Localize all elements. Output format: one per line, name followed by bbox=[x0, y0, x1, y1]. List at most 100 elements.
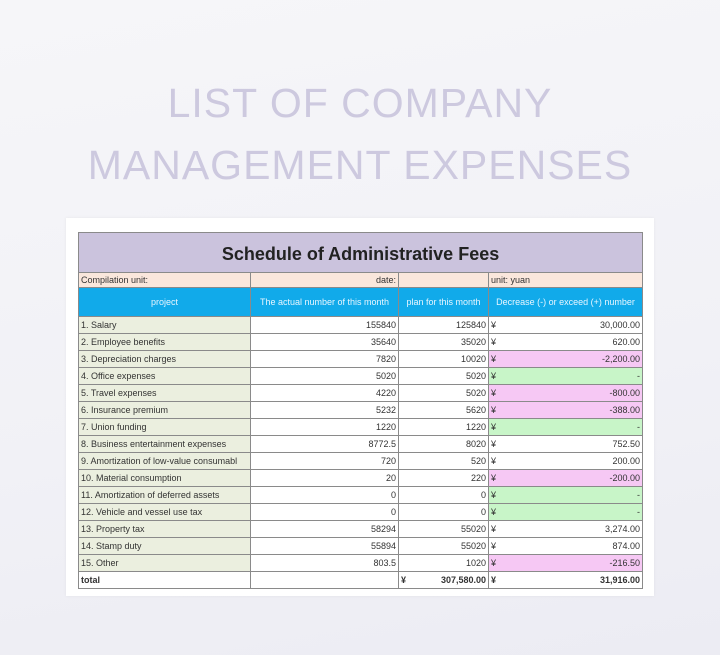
cell-project[interactable]: 9. Amortization of low-value consumabl bbox=[78, 452, 251, 470]
cell-plan[interactable]: 1020 bbox=[398, 554, 489, 572]
cell-plan[interactable]: 10020 bbox=[398, 350, 489, 368]
currency-symbol: ¥ bbox=[491, 490, 497, 500]
cell-project[interactable]: 1. Salary bbox=[78, 316, 251, 334]
cell-actual[interactable]: 55894 bbox=[250, 537, 399, 555]
cell-project[interactable]: 11. Amortization of deferred assets bbox=[78, 486, 251, 504]
cell-actual[interactable]: 35640 bbox=[250, 333, 399, 351]
cell-project[interactable]: 15. Other bbox=[78, 554, 251, 572]
cell-plan[interactable]: 0 bbox=[398, 503, 489, 521]
currency-symbol: ¥ bbox=[491, 320, 497, 330]
cell-diff[interactable]: ¥ - bbox=[487, 503, 644, 521]
diff-value: 874.00 bbox=[612, 541, 641, 551]
diff-value: 3,274.00 bbox=[605, 524, 641, 534]
heading-line-1: LIST OF COMPANY bbox=[167, 80, 553, 126]
cell-diff[interactable]: ¥ -388.00 bbox=[487, 401, 644, 419]
table-row: 10. Material consumption 20 220 ¥ -200.00 bbox=[78, 469, 644, 487]
cell-plan[interactable]: 8020 bbox=[398, 435, 489, 453]
cell-actual[interactable]: 1220 bbox=[250, 418, 399, 436]
table-row: 11. Amortization of deferred assets 0 0 … bbox=[78, 486, 644, 504]
cell-project[interactable]: 10. Material consumption bbox=[78, 469, 251, 487]
cell-plan[interactable]: 125840 bbox=[398, 316, 489, 334]
cell-project[interactable]: 12. Vehicle and vessel use tax bbox=[78, 503, 251, 521]
cell-project[interactable]: 8. Business entertainment expenses bbox=[78, 435, 251, 453]
diff-value: 200.00 bbox=[612, 456, 641, 466]
cell-plan[interactable]: 5020 bbox=[398, 367, 489, 385]
cell-project[interactable]: 13. Property tax bbox=[78, 520, 251, 538]
cell-plan[interactable]: 0 bbox=[398, 486, 489, 504]
total-label: total bbox=[78, 571, 251, 589]
cell-diff[interactable]: ¥30,000.00 bbox=[487, 316, 644, 334]
cell-actual[interactable]: 803.5 bbox=[250, 554, 399, 572]
table-row: 12. Vehicle and vessel use tax 0 0 ¥ - bbox=[78, 503, 644, 521]
date-value[interactable] bbox=[398, 272, 489, 288]
diff-value: -2,200.00 bbox=[602, 354, 641, 364]
heading-line-2: MANAGEMENT EXPENSES bbox=[87, 142, 633, 188]
cell-actual[interactable]: 720 bbox=[250, 452, 399, 470]
date-label: date: bbox=[250, 272, 399, 288]
cell-plan[interactable]: 220 bbox=[398, 469, 489, 487]
cell-diff[interactable]: ¥ -216.50 bbox=[487, 554, 644, 572]
table-row: 4. Office expenses 5020 5020 ¥ - bbox=[78, 367, 644, 385]
total-diff[interactable]: ¥31,916.00 bbox=[487, 571, 644, 589]
table-row: 14. Stamp duty 55894 55020 ¥874.00 bbox=[78, 537, 644, 555]
cell-plan[interactable]: 5620 bbox=[398, 401, 489, 419]
cell-actual[interactable]: 0 bbox=[250, 486, 399, 504]
cell-actual[interactable]: 155840 bbox=[250, 316, 399, 334]
table-row: 1. Salary 155840 125840 ¥30,000.00 bbox=[78, 316, 644, 334]
cell-actual[interactable]: 58294 bbox=[250, 520, 399, 538]
cell-project[interactable]: 14. Stamp duty bbox=[78, 537, 251, 555]
cell-diff[interactable]: ¥ -200.00 bbox=[487, 469, 644, 487]
cell-diff[interactable]: ¥ - bbox=[487, 367, 644, 385]
cell-plan[interactable]: 35020 bbox=[398, 333, 489, 351]
cell-diff[interactable]: ¥3,274.00 bbox=[487, 520, 644, 538]
header-project: project bbox=[78, 287, 251, 317]
diff-value: 752.50 bbox=[612, 439, 641, 449]
diff-value: - bbox=[637, 422, 641, 432]
currency-symbol: ¥ bbox=[491, 507, 497, 517]
currency-symbol: ¥ bbox=[491, 422, 497, 432]
cell-diff[interactable]: ¥ - bbox=[487, 486, 644, 504]
cell-plan[interactable]: 5020 bbox=[398, 384, 489, 402]
cell-actual[interactable]: 7820 bbox=[250, 350, 399, 368]
cell-actual[interactable]: 0 bbox=[250, 503, 399, 521]
total-plan-value: 307,580.00 bbox=[440, 575, 486, 585]
cell-diff[interactable]: ¥ - bbox=[487, 418, 644, 436]
table-row: 13. Property tax 58294 55020 ¥3,274.00 bbox=[78, 520, 644, 538]
cell-diff[interactable]: ¥ -800.00 bbox=[487, 384, 644, 402]
currency-symbol: ¥ bbox=[491, 405, 497, 415]
cell-project[interactable]: 3. Depreciation charges bbox=[78, 350, 251, 368]
cell-plan[interactable]: 1220 bbox=[398, 418, 489, 436]
cell-actual[interactable]: 20 bbox=[250, 469, 399, 487]
header-plan: plan for this month bbox=[398, 287, 489, 317]
cell-actual[interactable]: 4220 bbox=[250, 384, 399, 402]
cell-project[interactable]: 5. Travel expenses bbox=[78, 384, 251, 402]
cell-diff[interactable]: ¥874.00 bbox=[487, 537, 644, 555]
cell-plan[interactable]: 55020 bbox=[398, 537, 489, 555]
cell-plan[interactable]: 55020 bbox=[398, 520, 489, 538]
cell-actual[interactable]: 5020 bbox=[250, 367, 399, 385]
currency-symbol: ¥ bbox=[491, 558, 497, 568]
cell-plan[interactable]: 520 bbox=[398, 452, 489, 470]
diff-value: - bbox=[637, 371, 641, 381]
unit-label: unit: yuan bbox=[487, 272, 644, 288]
currency-symbol: ¥ bbox=[491, 456, 497, 466]
diff-value: - bbox=[637, 507, 641, 517]
cell-actual[interactable]: 8772.5 bbox=[250, 435, 399, 453]
currency-symbol: ¥ bbox=[491, 439, 497, 449]
cell-diff[interactable]: ¥200.00 bbox=[487, 452, 644, 470]
cell-project[interactable]: 7. Union funding bbox=[78, 418, 251, 436]
currency-symbol: ¥ bbox=[491, 371, 497, 381]
table-row: 7. Union funding 1220 1220 ¥ - bbox=[78, 418, 644, 436]
cell-diff[interactable]: ¥752.50 bbox=[487, 435, 644, 453]
currency-symbol: ¥ bbox=[491, 388, 497, 398]
cell-project[interactable]: 4. Office expenses bbox=[78, 367, 251, 385]
cell-project[interactable]: 2. Employee benefits bbox=[78, 333, 251, 351]
cell-project[interactable]: 6. Insurance premium bbox=[78, 401, 251, 419]
expenses-table: Schedule of Administrative Fees Compilat… bbox=[77, 232, 644, 589]
cell-diff[interactable]: ¥ -2,200.00 bbox=[487, 350, 644, 368]
cell-diff[interactable]: ¥620.00 bbox=[487, 333, 644, 351]
table-row: 9. Amortization of low-value consumabl 7… bbox=[78, 452, 644, 470]
total-plan[interactable]: ¥307,580.00 bbox=[398, 571, 489, 589]
cell-actual[interactable]: 5232 bbox=[250, 401, 399, 419]
total-actual[interactable] bbox=[250, 571, 399, 589]
